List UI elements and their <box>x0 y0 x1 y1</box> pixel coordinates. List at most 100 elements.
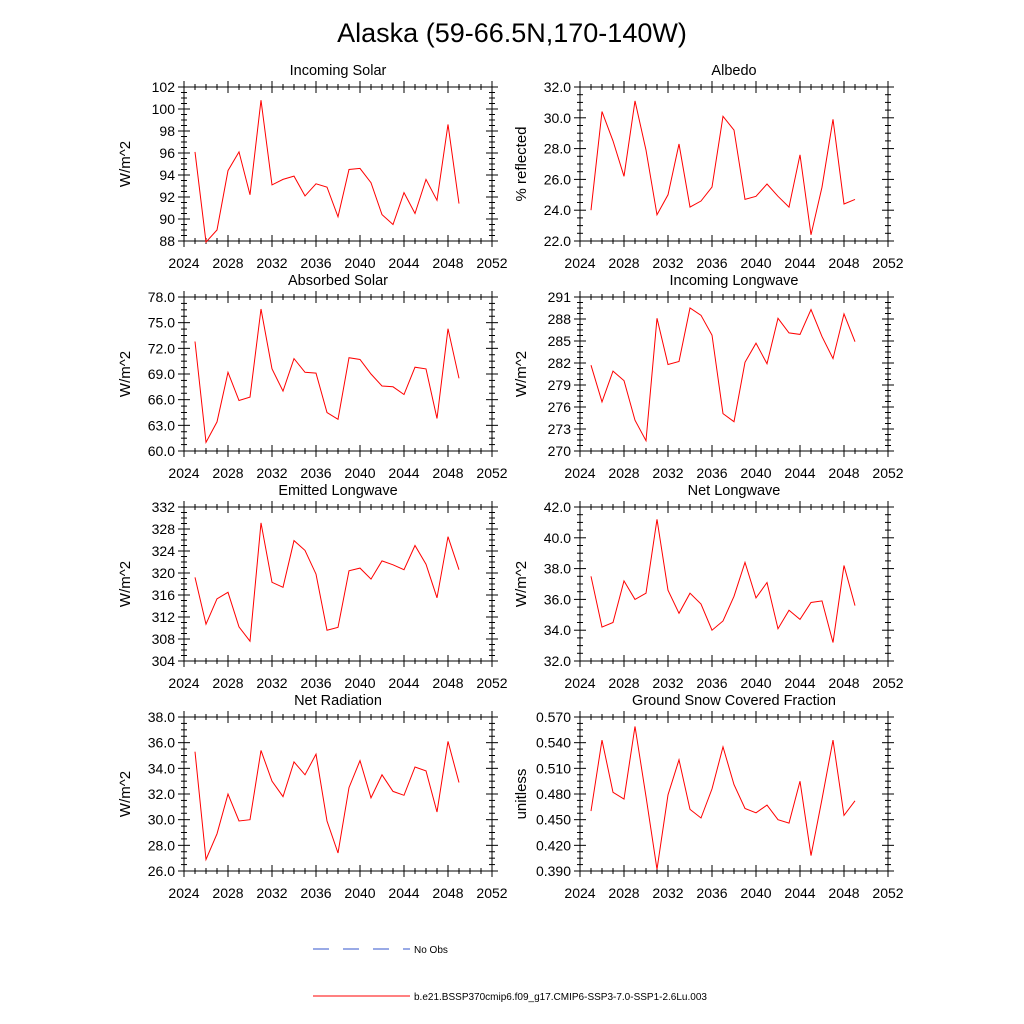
y-tick-label: 28.0 <box>544 141 571 157</box>
x-tick-label: 2040 <box>740 885 771 901</box>
x-tick-label: 2036 <box>696 885 727 901</box>
chart-title: Emitted Longwave <box>278 483 397 499</box>
y-axis-label: W/m^2 <box>117 771 134 817</box>
legend-model-label: b.e21.BSSP370cmip6.f09_g17.CMIP6-SSP3-7.… <box>414 992 707 1003</box>
x-tick-label: 2052 <box>476 465 507 481</box>
x-tick-label: 2052 <box>872 465 903 481</box>
x-tick-label: 2044 <box>784 675 815 691</box>
chart-title: Net Radiation <box>294 693 382 709</box>
y-tick-label: 0.450 <box>536 812 571 828</box>
y-tick-label: 26.0 <box>544 171 571 187</box>
series-line <box>194 741 460 862</box>
x-tick-label: 2028 <box>608 885 639 901</box>
plot-frame <box>183 296 493 452</box>
x-tick-label: 2040 <box>344 465 375 481</box>
x-tick-label: 2032 <box>652 675 683 691</box>
x-tick-label: 2048 <box>432 885 463 901</box>
x-tick-label: 2024 <box>168 465 199 481</box>
y-tick-label: 32.0 <box>544 653 571 669</box>
chart-title: Absorbed Solar <box>288 273 388 289</box>
series-line <box>590 100 856 235</box>
y-tick-label: 316 <box>152 587 176 603</box>
y-tick-label: 88 <box>159 233 175 249</box>
chart-panel-3: Absorbed Solar W/m^2 60.0 63.0 66.0 69.0 72.0 7… <box>117 273 508 481</box>
series-line <box>194 100 460 244</box>
x-tick-label: 2048 <box>828 885 859 901</box>
x-tick-label: 2044 <box>784 885 815 901</box>
y-tick-label: 328 <box>152 521 176 537</box>
x-tick-label: 2032 <box>256 465 287 481</box>
y-tick-label: 0.570 <box>536 709 571 725</box>
chart-title: Albedo <box>711 63 756 79</box>
chart-title: Net Longwave <box>688 483 781 499</box>
y-tick-label: 312 <box>152 609 176 625</box>
x-tick-label: 2040 <box>740 255 771 271</box>
x-tick-label: 2024 <box>564 255 595 271</box>
y-tick-label: 0.540 <box>536 735 571 751</box>
y-tick-label: 279 <box>548 377 572 393</box>
legend: No Obs b.e21.BSSP370cmip6.f09_g17.CMIP6-… <box>313 945 707 1003</box>
panel-grid: Incoming Solar W/m^2 88 90 92 94 96 98 100 102 202… <box>117 63 904 901</box>
y-tick-label: 90 <box>159 211 175 227</box>
y-tick-label: 36.0 <box>544 591 571 607</box>
x-tick-label: 2052 <box>476 255 507 271</box>
x-tick-label: 2028 <box>608 675 639 691</box>
x-tick-label: 2036 <box>696 255 727 271</box>
chart-panel-6: Net Longwave W/m^2 32.0 34.0 36.0 38.0 40.0 42.… <box>513 483 904 691</box>
y-tick-label: 38.0 <box>148 709 175 725</box>
x-tick-label: 2032 <box>652 255 683 271</box>
x-tick-label: 2044 <box>784 255 815 271</box>
x-tick-label: 2048 <box>828 675 859 691</box>
x-tick-label: 2024 <box>168 675 199 691</box>
series-line <box>590 307 856 443</box>
y-tick-label: 34.0 <box>148 760 175 776</box>
y-tick-label: 32.0 <box>148 786 175 802</box>
y-tick-label: 30.0 <box>148 812 175 828</box>
y-axis-label: % reflected <box>513 126 530 201</box>
x-tick-label: 2028 <box>608 465 639 481</box>
series-line <box>194 522 460 643</box>
y-tick-label: 288 <box>548 311 572 327</box>
y-tick-label: 92 <box>159 189 175 205</box>
y-tick-label: 0.480 <box>536 786 571 802</box>
x-tick-label: 2028 <box>212 465 243 481</box>
y-tick-label: 60.0 <box>148 443 175 459</box>
x-tick-label: 2024 <box>168 885 199 901</box>
y-tick-label: 32.0 <box>544 79 571 95</box>
y-tick-label: 282 <box>548 355 572 371</box>
y-tick-label: 66.0 <box>148 392 175 408</box>
x-tick-label: 2036 <box>300 255 331 271</box>
y-tick-label: 69.0 <box>148 366 175 382</box>
y-tick-label: 75.0 <box>148 315 175 331</box>
x-tick-label: 2036 <box>696 465 727 481</box>
y-tick-label: 63.0 <box>148 417 175 433</box>
y-axis-label: W/m^2 <box>513 351 530 397</box>
y-tick-label: 270 <box>548 443 572 459</box>
y-axis-label: W/m^2 <box>117 351 134 397</box>
y-tick-label: 273 <box>548 421 572 437</box>
y-axis-label: W/m^2 <box>513 561 530 607</box>
chart-title: Incoming Solar <box>290 63 387 79</box>
x-tick-label: 2048 <box>432 465 463 481</box>
x-tick-label: 2028 <box>212 675 243 691</box>
y-axis-label: unitless <box>513 769 530 820</box>
x-tick-label: 2040 <box>740 675 771 691</box>
plot-frame <box>183 506 493 662</box>
y-tick-label: 304 <box>152 653 176 669</box>
x-tick-label: 2040 <box>344 885 375 901</box>
x-tick-label: 2048 <box>432 675 463 691</box>
x-tick-label: 2032 <box>256 255 287 271</box>
x-tick-label: 2024 <box>564 885 595 901</box>
y-tick-label: 320 <box>152 565 176 581</box>
y-tick-label: 94 <box>159 167 175 183</box>
y-tick-label: 38.0 <box>544 561 571 577</box>
x-tick-label: 2040 <box>740 465 771 481</box>
y-tick-label: 102 <box>152 79 176 95</box>
y-tick-label: 285 <box>548 333 572 349</box>
x-tick-label: 2052 <box>872 255 903 271</box>
x-tick-label: 2044 <box>388 465 419 481</box>
x-tick-label: 2052 <box>476 885 507 901</box>
x-tick-label: 2032 <box>652 885 683 901</box>
x-tick-label: 2036 <box>300 465 331 481</box>
y-axis-label: W/m^2 <box>117 561 134 607</box>
